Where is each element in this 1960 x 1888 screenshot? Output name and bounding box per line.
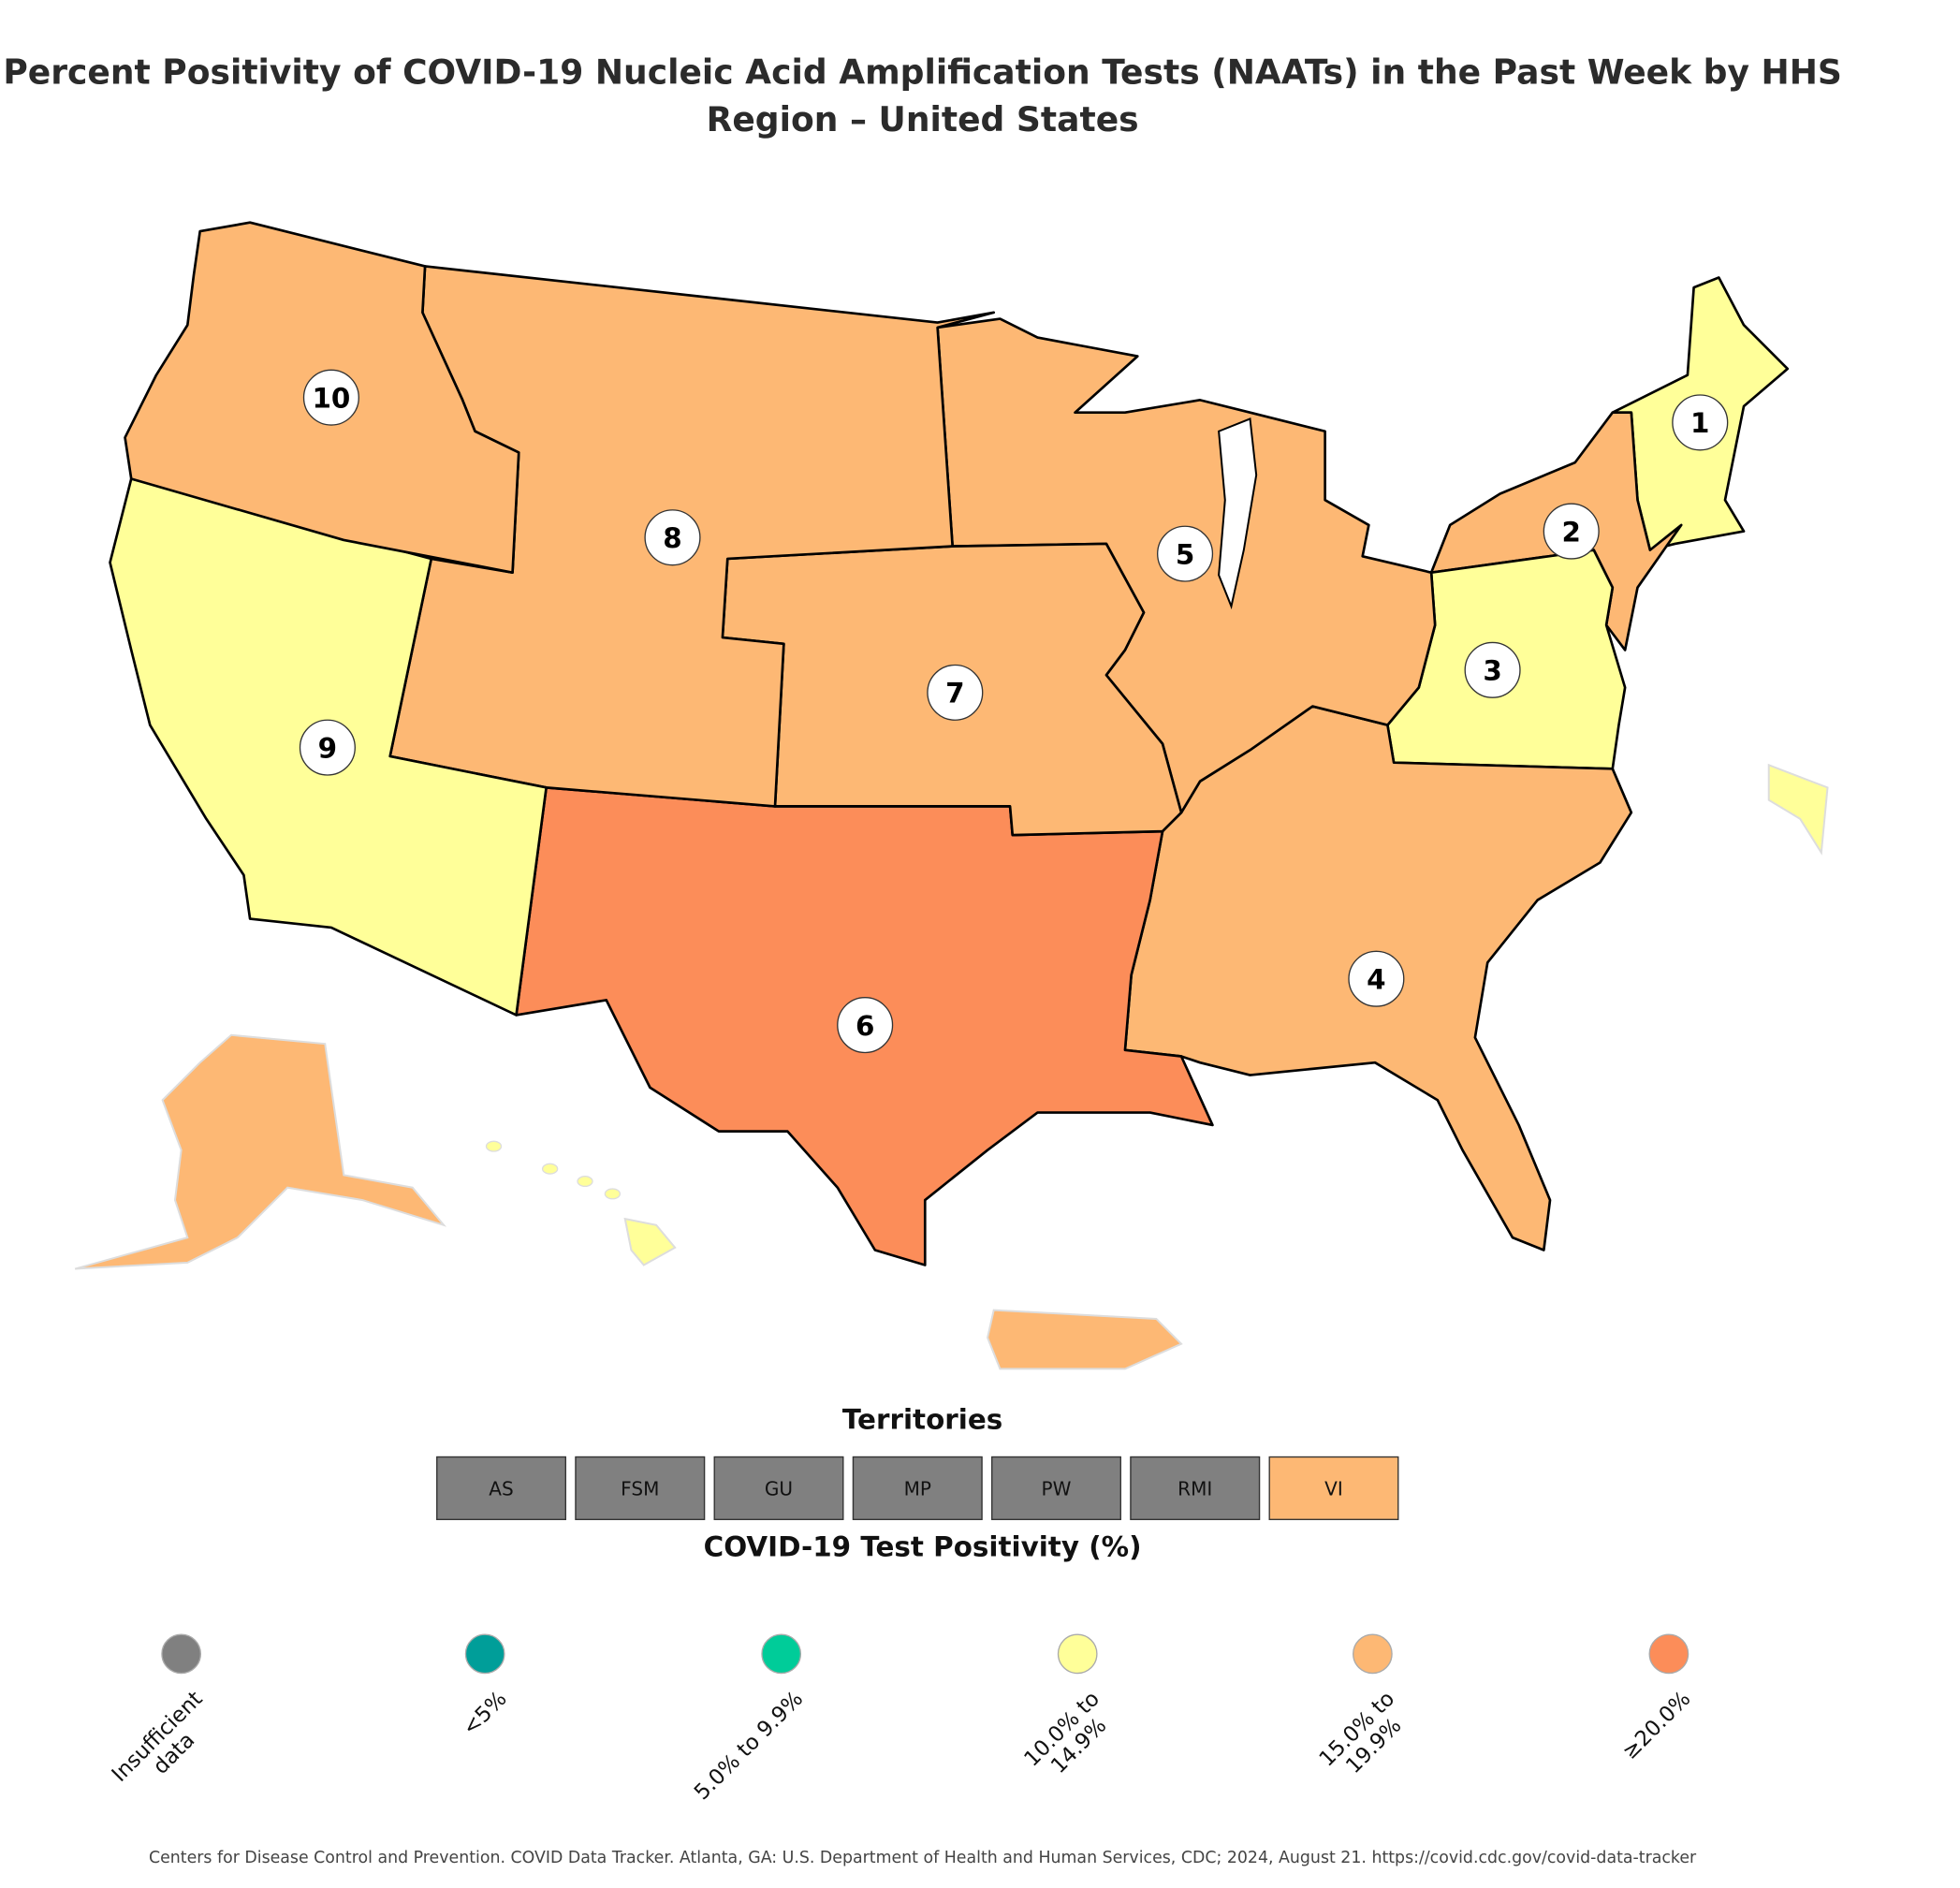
outlying-hawaii [623,1217,677,1266]
legend-swatch[interactable] [1057,1633,1098,1675]
region-label-4: 4 [1348,950,1405,1007]
region-label-circle [1348,950,1405,1007]
region-label-circle [302,369,359,426]
hawaii-island [604,1188,622,1200]
region-label-1: 1 [1672,394,1729,451]
region-label-text: 10 [312,382,350,414]
region-label-text: 1 [1690,407,1709,439]
source-footer: Centers for Disease Control and Preventi… [148,1849,1697,1868]
hawaii-island [485,1140,503,1152]
territory-rmi[interactable]: RMI [1130,1456,1261,1520]
region-label-6: 6 [837,997,894,1054]
region-label-9: 9 [299,719,356,776]
chart-title: Percent Positivity of COVID-19 Nucleic A… [3,53,1842,140]
outlying-puerto-rico [986,1309,1183,1370]
legend-label: <5% [458,1686,513,1741]
region-label-text: 6 [856,1010,874,1042]
region-label-circle [1543,503,1600,560]
region-label-7: 7 [927,664,984,721]
region-label-text: 3 [1483,655,1501,687]
outlying-inset [1767,763,1829,856]
territory-pw[interactable]: PW [991,1456,1121,1520]
region-label-circle [837,997,894,1054]
region-label-8: 8 [644,509,701,566]
region-label-3: 3 [1464,641,1521,698]
region-label-circle [1672,394,1729,451]
region-label-circle [644,509,701,566]
region-label-text: 7 [945,678,964,710]
legend-label: 15.0% to 19.9% [1314,1686,1407,1779]
legend-label: Insufficient data [107,1686,209,1788]
legend-swatch[interactable] [1648,1633,1689,1675]
region-label-5: 5 [1157,525,1214,582]
region-label-text: 9 [318,732,337,764]
region-label-circle [1464,641,1521,698]
legend-label: 10.0% to 14.9% [1019,1686,1112,1779]
region-label-text: 2 [1561,516,1580,548]
region-label-text: 4 [1367,963,1385,995]
region-label-circle [927,664,984,721]
legend-swatch[interactable] [464,1633,505,1675]
region-label-text: 8 [663,522,681,554]
region-label-10: 10 [302,369,359,426]
territory-as[interactable]: AS [436,1456,566,1520]
territories-row: AS FSM GU MP PW RMI VI [436,1456,1399,1520]
region-label-circle [1157,525,1214,582]
territory-gu[interactable]: GU [713,1456,844,1520]
region-label-2: 2 [1543,503,1600,560]
lake-michigan [1218,417,1258,610]
territory-vi[interactable]: VI [1268,1456,1399,1520]
territory-mp[interactable]: MP [852,1456,983,1520]
outlying-alaska [74,1033,447,1270]
territories-title: Territories [841,1405,1003,1437]
legend-swatch[interactable] [1353,1633,1393,1675]
legend-label: ≥20.0% [1617,1686,1696,1765]
hawaii-island [577,1176,593,1188]
legend-swatch[interactable] [761,1633,802,1675]
hawaii-island [541,1163,559,1175]
region-label-circle [299,719,356,776]
legend-swatch[interactable] [161,1633,202,1675]
legend-title: COVID-19 Test Positivity (%) [703,1532,1142,1564]
region-label-text: 5 [1176,538,1194,570]
legend-label: 5.0% to 9.9% [689,1686,809,1806]
us-hhs-region-map: 1 2 3 4 5 6 7 8 9 10 [74,221,1829,1370]
territory-fsm[interactable]: FSM [575,1456,706,1520]
